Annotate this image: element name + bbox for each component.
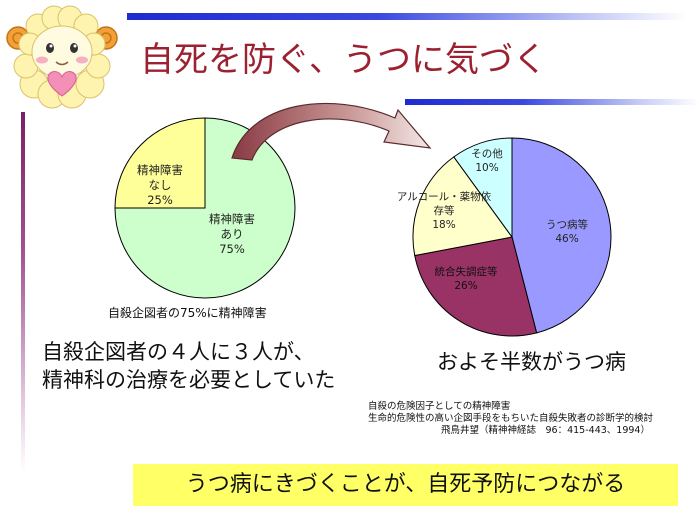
slice-label-line: あり — [221, 227, 244, 241]
left-summary-line-1: 自殺企図者の４人に３人が、 — [42, 340, 315, 364]
slice-label-line: 精神障害 — [137, 163, 183, 177]
slice-label: 精神障害なし 25% — [137, 163, 183, 207]
left-chart-caption: 自殺企図者の75%に精神障害 — [108, 306, 267, 320]
slice-label-line: 26% — [454, 280, 477, 292]
slice-label-line: アルコール・薬物依 — [397, 190, 492, 203]
pie-chart-diagnosis-breakdown: うつ病等 46% 統合失調症等 26% アルコール・薬物依存等 18% その他 10% — [397, 137, 612, 337]
page-title: 自死を防ぐ、うつに気づく — [140, 40, 547, 80]
slice-label-line: 統合失調症等 — [435, 265, 498, 278]
pie-slice — [414, 236, 538, 337]
slice-label-line: 18% — [432, 219, 455, 231]
pie-chart-mental-disorder: 精神障害なし 25%精神障害あり 75% — [114, 117, 296, 299]
source-line-2: 生命的危険性の高い企図手段をもちいた自殺失敗者の診断学的検討 — [368, 413, 654, 424]
key-message-banner: うつ病にきづくことが、自死予防につながる — [133, 464, 678, 506]
slice-label: 統合失調症等 26% — [435, 265, 498, 292]
left-summary-line-2: 精神科の治療を必要としていた — [42, 368, 336, 392]
slice-label-line: なし — [149, 178, 172, 192]
right-summary-text: およそ半数がうつ病 — [437, 350, 626, 374]
slice-label-line: 存等 — [434, 204, 455, 217]
source-line-3: 飛鳥井望（精神神経誌 96：415-443、1994） — [441, 425, 650, 436]
slice-label: その他 10% — [471, 147, 503, 174]
left-accent-rule — [21, 112, 25, 472]
left-summary-text: 自殺企図者の４人に３人が、 精神科の治療を必要としていた — [42, 338, 335, 394]
slice-label: アルコール・薬物依存等 18% — [397, 190, 492, 231]
slice-label-line: 25% — [147, 193, 173, 207]
pie-slice — [412, 156, 513, 257]
slice-label-line: 46% — [555, 233, 578, 245]
sheep-mascot-icon — [6, 5, 118, 109]
slice-label: 精神障害あり 75% — [209, 212, 255, 256]
pie-slice — [453, 137, 513, 239]
slice-label-line: 精神障害 — [209, 212, 255, 226]
curved-arrow-icon — [231, 102, 432, 161]
slice-label: うつ病等 46% — [546, 218, 588, 245]
section-rule — [405, 99, 699, 105]
slice-label-line: 10% — [475, 162, 498, 174]
slice-label-line: その他 — [471, 147, 503, 160]
pie-slice — [114, 117, 206, 209]
slice-label-line: うつ病等 — [546, 218, 588, 231]
source-citation: 自殺の危険因子としての精神障害 生命的危険性の高い企図手段をもちいた自殺失敗者の… — [368, 401, 653, 437]
pie-slice — [511, 137, 612, 334]
title-underline-rule — [127, 13, 687, 20]
source-line-1: 自殺の危険因子としての精神障害 — [368, 401, 511, 412]
slice-label-line: 75% — [219, 242, 245, 256]
